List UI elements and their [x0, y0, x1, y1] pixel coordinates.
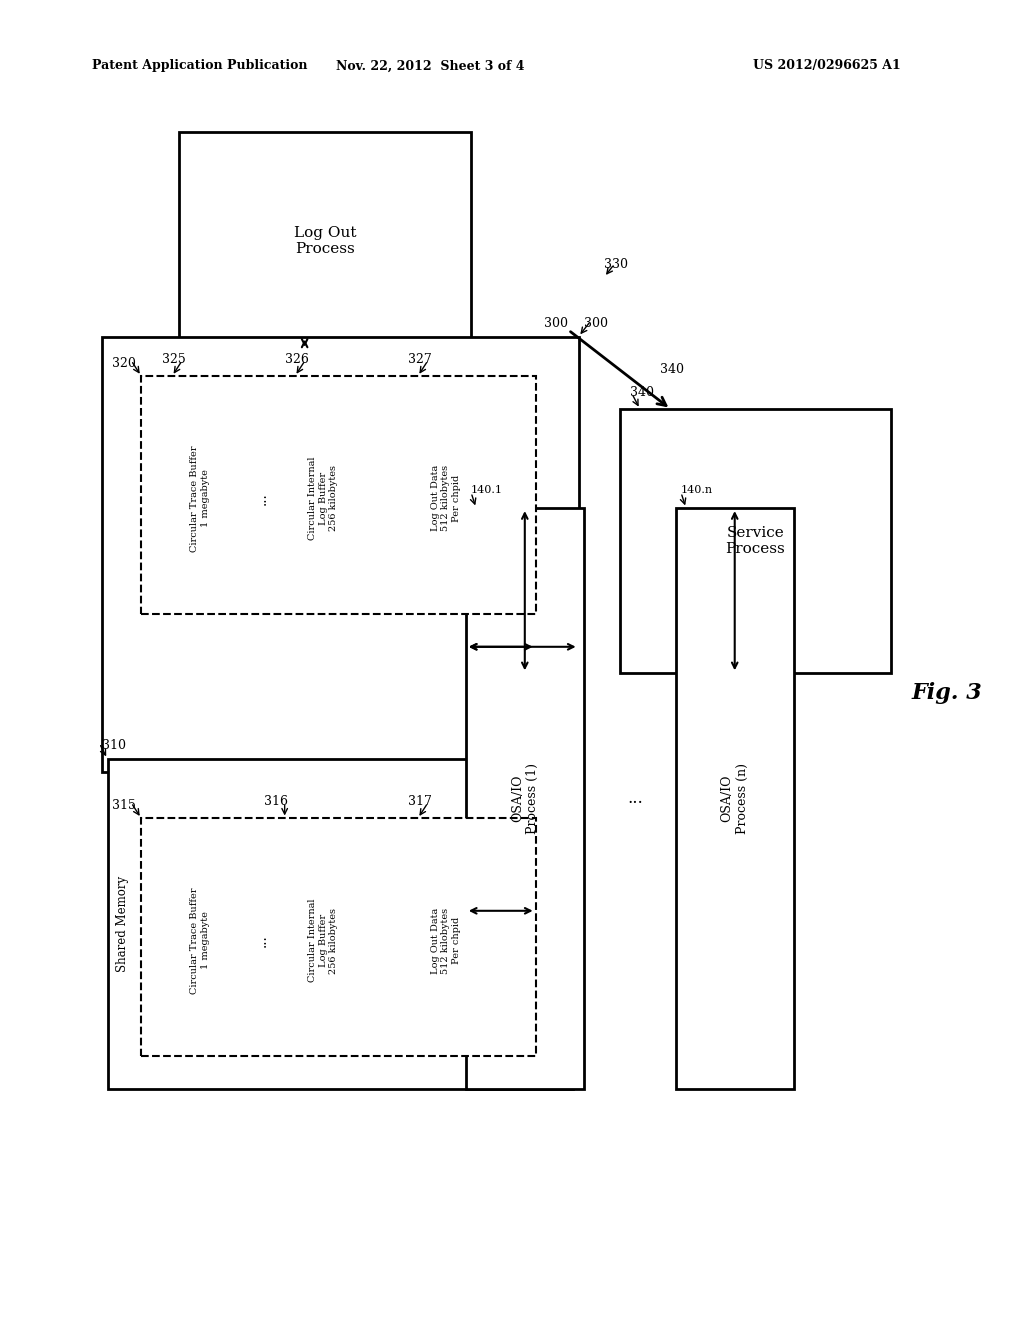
- Text: ...: ...: [627, 791, 643, 807]
- Text: 316: 316: [264, 795, 288, 808]
- Text: Fig. 3: Fig. 3: [911, 682, 982, 704]
- Text: 325: 325: [162, 352, 185, 366]
- Text: 140.n: 140.n: [681, 484, 713, 495]
- FancyBboxPatch shape: [141, 376, 536, 614]
- FancyBboxPatch shape: [141, 818, 536, 1056]
- Text: 340: 340: [660, 363, 684, 376]
- FancyBboxPatch shape: [466, 508, 584, 1089]
- Text: 320: 320: [113, 356, 136, 370]
- Text: OSA/IO
Process (n): OSA/IO Process (n): [721, 763, 749, 834]
- Text: Circular Internal
Log Buffer
256 kilobytes: Circular Internal Log Buffer 256 kilobyt…: [308, 457, 338, 540]
- Text: Patent Application Publication: Patent Application Publication: [92, 59, 307, 73]
- FancyBboxPatch shape: [397, 396, 495, 601]
- FancyBboxPatch shape: [152, 396, 249, 601]
- FancyBboxPatch shape: [152, 838, 249, 1043]
- FancyBboxPatch shape: [620, 409, 891, 673]
- Text: Log Out
Process: Log Out Process: [294, 226, 356, 256]
- Text: Circular Trace Buffer
1 megabyte: Circular Trace Buffer 1 megabyte: [190, 445, 210, 552]
- Text: US 2012/0296625 A1: US 2012/0296625 A1: [754, 59, 901, 73]
- Text: 300: 300: [584, 317, 607, 330]
- Text: Shared Memory: Shared Memory: [116, 876, 129, 972]
- FancyBboxPatch shape: [397, 838, 495, 1043]
- FancyBboxPatch shape: [102, 337, 579, 772]
- Text: 340: 340: [630, 385, 653, 399]
- Text: 140.1: 140.1: [471, 484, 503, 495]
- Text: 317: 317: [408, 795, 431, 808]
- FancyBboxPatch shape: [108, 759, 573, 1089]
- Text: 315: 315: [113, 799, 136, 812]
- Text: Log Out Data
512 kilobytes
Per chpid: Log Out Data 512 kilobytes Per chpid: [431, 465, 461, 532]
- Text: Service
Process: Service Process: [725, 527, 785, 556]
- Text: 330: 330: [604, 257, 628, 271]
- Text: Nov. 22, 2012  Sheet 3 of 4: Nov. 22, 2012 Sheet 3 of 4: [336, 59, 524, 73]
- Text: Circular Trace Buffer
1 megabyte: Circular Trace Buffer 1 megabyte: [190, 887, 210, 994]
- FancyBboxPatch shape: [676, 508, 794, 1089]
- Text: Circular Internal
Log Buffer
256 kilobytes: Circular Internal Log Buffer 256 kilobyt…: [308, 899, 338, 982]
- Text: 300: 300: [545, 317, 568, 330]
- FancyBboxPatch shape: [179, 132, 471, 350]
- Text: Log Out Data
512 kilobytes
Per chpid: Log Out Data 512 kilobytes Per chpid: [431, 907, 461, 974]
- Text: 327: 327: [408, 352, 431, 366]
- Text: OSA/IO
Process (1): OSA/IO Process (1): [511, 763, 539, 834]
- FancyBboxPatch shape: [274, 396, 372, 601]
- FancyBboxPatch shape: [274, 838, 372, 1043]
- Text: ...: ...: [255, 492, 268, 504]
- Text: ...: ...: [255, 935, 268, 946]
- Text: 326: 326: [285, 352, 308, 366]
- Text: 310: 310: [102, 739, 126, 752]
